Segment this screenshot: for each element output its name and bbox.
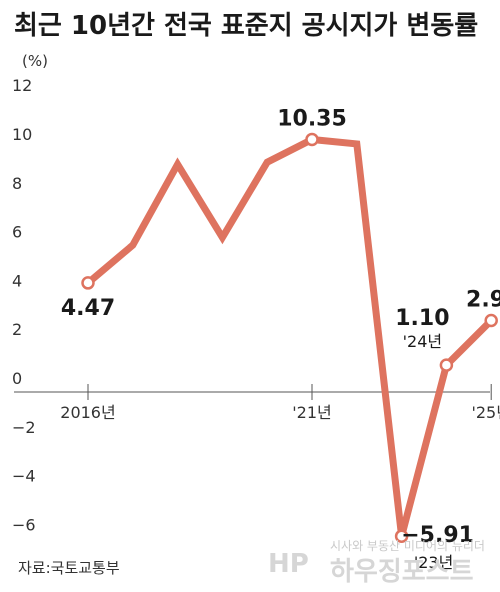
- y-tick-label: 4: [12, 271, 22, 290]
- y-tick-label: 0: [12, 369, 22, 388]
- data-label: 1.10: [395, 306, 449, 331]
- x-tick-label: '21년: [292, 403, 331, 422]
- data-point: [305, 132, 319, 147]
- data-label: 4.47: [61, 296, 115, 321]
- y-tick-labels: 12 10 8 6 4 2 0 −2 −4 −6: [12, 76, 36, 534]
- x-tick-label: 2016년: [60, 403, 115, 422]
- y-tick-label: 10: [12, 125, 32, 144]
- data-label-year: '23년: [414, 553, 453, 572]
- data-label-year: '24년: [403, 332, 442, 351]
- source-note: 자료:국토교통부: [18, 559, 120, 577]
- y-tick-label: 2: [12, 320, 22, 339]
- watermark-tagline: 시사와 부동산 미디어의 뉴리더: [330, 539, 485, 553]
- y-tick-label: −4: [12, 467, 36, 486]
- data-label: 10.35: [277, 106, 347, 131]
- data-point: [439, 358, 454, 372]
- x-ticks: 2016년 '21년 '25년: [60, 384, 500, 422]
- data-point: [81, 276, 95, 290]
- data-points: [81, 132, 498, 543]
- watermark: HP 시사와 부동산 미디어의 뉴리더 하우징포스트: [268, 539, 485, 587]
- y-tick-label: −2: [12, 418, 36, 437]
- y-tick-label: 12: [12, 76, 32, 95]
- chart-title: 최근 10년간 전국 표준지 공시지가 변동률: [14, 11, 478, 41]
- y-axis-unit: (%): [22, 52, 48, 70]
- watermark-logo: HP: [268, 549, 309, 579]
- x-tick-label: '25년: [471, 403, 500, 422]
- data-point: [484, 313, 498, 328]
- data-label: −5.91: [401, 523, 474, 548]
- data-point: [394, 529, 409, 543]
- data-labels: 4.47 10.35 −5.91 '23년 1.10'24년 2.93: [61, 106, 500, 572]
- watermark-name: 하우징포스트: [330, 557, 474, 587]
- y-tick-label: −6: [12, 515, 36, 534]
- y-tick-label: 8: [12, 174, 22, 193]
- data-label: 2.93: [466, 288, 500, 313]
- y-tick-label: 6: [12, 223, 22, 242]
- series-line: [85, 135, 494, 538]
